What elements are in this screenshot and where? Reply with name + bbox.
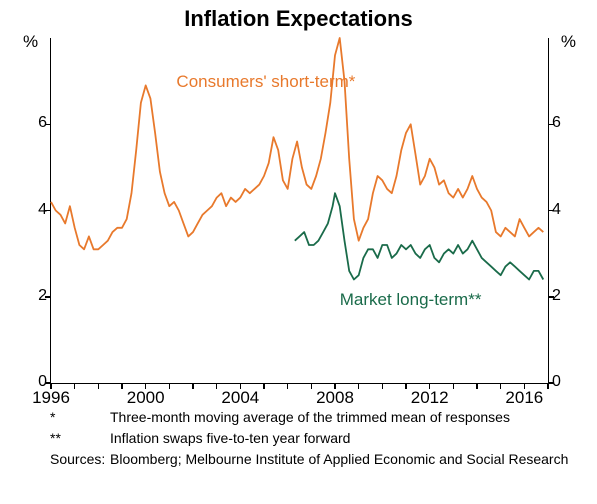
series-label: Consumers' short-term*	[176, 72, 355, 92]
footnote-text: Three-month moving average of the trimme…	[110, 408, 570, 427]
footnote-text: Bloomberg; Melbourne Institute of Applie…	[110, 450, 570, 469]
x-tick-label: 2004	[221, 388, 259, 408]
y-tick-label-left: 4	[7, 201, 47, 219]
y-tick-label-left: 2	[7, 287, 47, 305]
y-unit-left: %	[23, 32, 38, 52]
footnote-text: Inflation swaps five-to-ten year forward	[110, 429, 570, 448]
chart-container: Inflation Expectations % % 0022446619962…	[0, 0, 597, 504]
x-tick-label: 2008	[316, 388, 354, 408]
x-tick-label: 2000	[127, 388, 165, 408]
series-label: Market long-term**	[340, 290, 482, 310]
y-tick-label-right: 4	[552, 201, 592, 219]
x-tick-label: 1996	[32, 388, 70, 408]
y-unit-right: %	[561, 32, 576, 52]
footnote-marker: *	[50, 408, 110, 427]
chart-title: Inflation Expectations	[0, 0, 597, 32]
y-tick-label-right: 0	[552, 373, 592, 391]
plot-area: % % 00224466199620002004200820122016Cons…	[50, 38, 549, 384]
footnote-row: Sources:Bloomberg; Melbourne Institute o…	[50, 450, 570, 469]
footnote-marker: Sources:	[50, 450, 110, 469]
y-tick-label-left: 6	[7, 114, 47, 132]
footnote-row: **Inflation swaps five-to-ten year forwa…	[50, 429, 570, 448]
footnotes: *Three-month moving average of the trimm…	[50, 408, 570, 471]
y-tick-label-right: 6	[552, 114, 592, 132]
footnote-marker: **	[50, 429, 110, 448]
footnote-row: *Three-month moving average of the trimm…	[50, 408, 570, 427]
y-tick-label-right: 2	[552, 287, 592, 305]
x-tick-label: 2016	[505, 388, 543, 408]
x-tick-label: 2012	[411, 388, 449, 408]
